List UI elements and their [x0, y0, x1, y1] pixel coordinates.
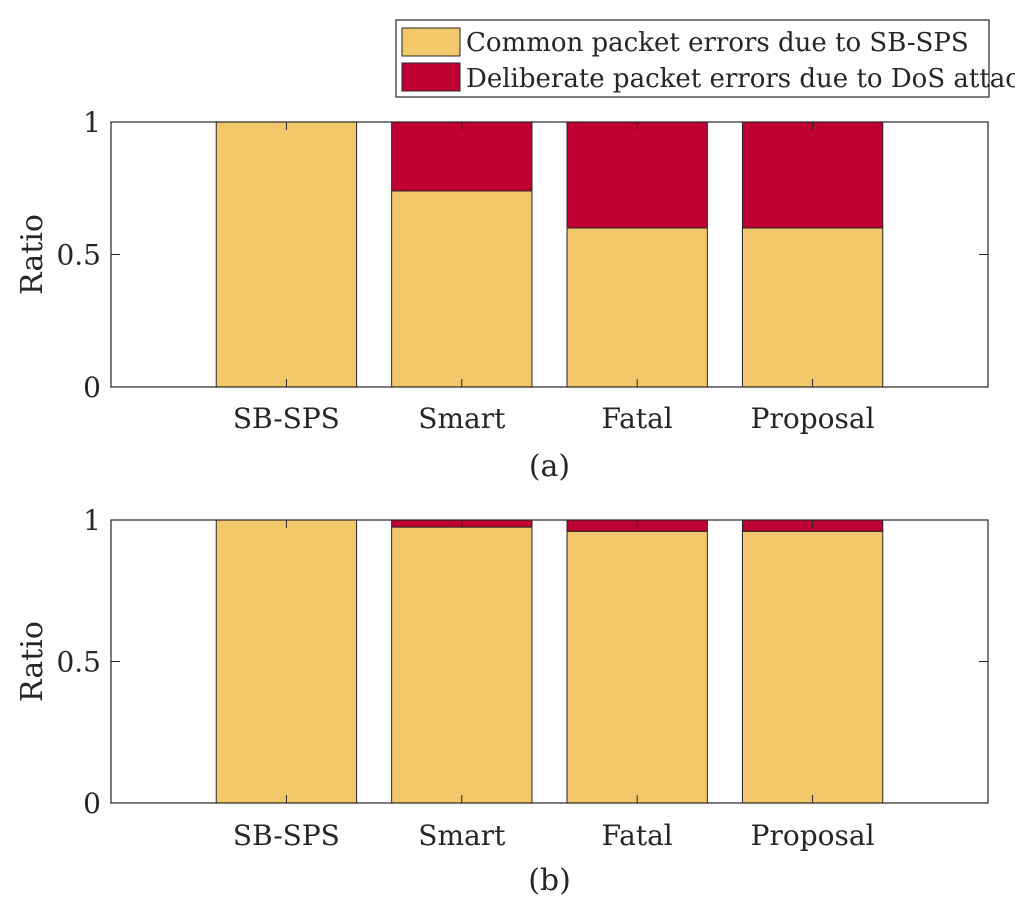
- y-tick-label: 0: [83, 371, 101, 404]
- legend: Common packet errors due to SB-SPS Delib…: [395, 19, 1015, 98]
- legend-box: [395, 19, 990, 98]
- panel-caption: (a): [529, 449, 570, 484]
- x-tick-label: Proposal: [751, 402, 875, 435]
- y-tick-label: 0.5: [56, 646, 101, 679]
- y-tick-label: 0: [83, 787, 101, 820]
- bar-common-proposal: [741, 227, 884, 388]
- bar-common-smart: [391, 190, 533, 388]
- plot-area-frame: [110, 519, 989, 804]
- x-tick-label: SB-SPS: [233, 819, 340, 852]
- x-tick-label: Proposal: [751, 819, 875, 852]
- y-axis-label: Ratio: [15, 214, 50, 295]
- legend-label-common: Common packet errors due to SB-SPS: [466, 28, 969, 58]
- legend-swatch-common: [401, 27, 461, 57]
- panel-b: SB-SPS Smart Fatal Proposal 0 0.5 1 Ratio (b): [15, 504, 989, 898]
- y-tick-label: 1: [83, 504, 101, 537]
- bar-common-sb-sps: [215, 519, 358, 804]
- panel-a: SB-SPS Smart Fatal Proposal 0 0.5 1 Ratio (a): [15, 106, 989, 484]
- bar-common-proposal: [741, 530, 884, 804]
- y-tick-label: 1: [83, 106, 101, 139]
- x-tick-label: Smart: [418, 819, 506, 852]
- legend-label-deliberate: Deliberate packet errors due to DoS atta…: [466, 64, 1015, 94]
- bar-common-smart: [391, 526, 533, 804]
- x-tick-label: Fatal: [602, 819, 673, 852]
- panel-caption: (b): [528, 863, 571, 898]
- y-tick-label: 0.5: [56, 239, 101, 272]
- y-axis-label: Ratio: [15, 621, 50, 702]
- bar-deliberate-proposal: [741, 121, 884, 229]
- bar-common-sb-sps: [215, 121, 358, 388]
- x-tick-label: Smart: [418, 402, 506, 435]
- bar-deliberate-smart: [391, 121, 533, 192]
- bar-common-fatal: [566, 530, 708, 804]
- bar-common-fatal: [566, 227, 708, 388]
- x-tick-label: Fatal: [602, 402, 673, 435]
- legend-swatch-deliberate: [401, 62, 461, 92]
- x-tick-label: SB-SPS: [233, 402, 340, 435]
- bar-deliberate-fatal: [566, 121, 708, 229]
- plot-area-frame: [110, 121, 989, 388]
